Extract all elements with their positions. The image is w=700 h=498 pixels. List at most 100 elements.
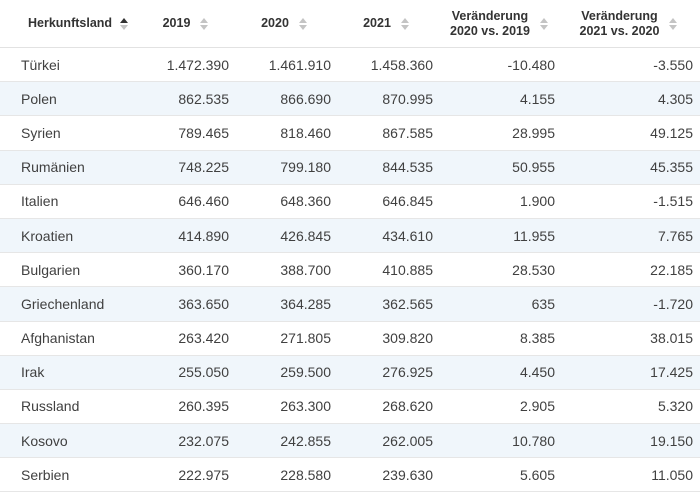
table-cell-2019: 255.050 [142, 355, 237, 390]
table-cell-2019: 789.465 [142, 115, 237, 151]
table-cell-2019: 263.420 [142, 321, 237, 356]
table-cell-country: Russland [0, 389, 142, 425]
table-header: Herkunftsland 2019 2020 2021 [0, 0, 700, 48]
table-cell-2021: 867.585 [339, 115, 441, 151]
table-cell-2019: 748.225 [142, 150, 237, 185]
table-cell-change-2020-vs-2019: 10.780 [441, 423, 565, 459]
table-row: Syrien 789.465 818.460 867.585 28.995 49.125 [0, 115, 700, 151]
table-cell-2019: 232.075 [142, 423, 237, 459]
column-header-2019[interactable]: 2019 [142, 0, 237, 48]
table-cell-change-2021-vs-2020: 7.765 [565, 218, 700, 254]
table-cell-2021: 646.845 [339, 184, 441, 219]
table-cell-change-2021-vs-2020: 49.125 [565, 115, 700, 151]
table-cell-change-2021-vs-2020: 22.185 [565, 252, 700, 288]
table-cell-country: Syrien [0, 115, 142, 151]
table-cell-change-2021-vs-2020: 11.050 [565, 457, 700, 493]
table-cell-country: Türkei [0, 47, 142, 83]
table-cell-2020: 263.300 [237, 389, 339, 425]
table-cell-change-2020-vs-2019: 8.385 [441, 321, 565, 356]
column-header-label: 2021 [363, 16, 391, 30]
table-cell-2020: 364.285 [237, 286, 339, 322]
table-cell-change-2020-vs-2019: 1.900 [441, 184, 565, 219]
table-cell-2020: 799.180 [237, 150, 339, 185]
table-row: Kroatien 414.890 426.845 434.610 11.955 7.765 [0, 218, 700, 254]
table-cell-2020: 259.500 [237, 355, 339, 390]
table-cell-2020: 818.460 [237, 115, 339, 151]
sort-icon[interactable] [200, 17, 209, 30]
header-row: Herkunftsland 2019 2020 2021 [0, 0, 700, 48]
table-cell-change-2020-vs-2019: 4.155 [441, 81, 565, 117]
table-cell-change-2020-vs-2019: 4.450 [441, 355, 565, 390]
table-cell-2021: 362.565 [339, 286, 441, 322]
table-cell-2020: 1.461.910 [237, 47, 339, 83]
table-cell-country: Bulgarien [0, 252, 142, 288]
table-cell-change-2021-vs-2020: 38.015 [565, 321, 700, 356]
table-row: Kosovo 232.075 242.855 262.005 10.780 19.150 [0, 423, 700, 459]
table-cell-2021: 410.885 [339, 252, 441, 288]
table-cell-2019: 646.460 [142, 184, 237, 219]
column-header-change-2020-vs-2019[interactable]: Veränderung 2020 vs. 2019 [441, 0, 565, 48]
table-cell-2021: 434.610 [339, 218, 441, 254]
table-cell-change-2021-vs-2020: -1.515 [565, 184, 700, 219]
table-cell-change-2021-vs-2020: 19.150 [565, 423, 700, 459]
table-row: Polen 862.535 866.690 870.995 4.155 4.305 [0, 81, 700, 117]
table-cell-change-2021-vs-2020: 45.355 [565, 150, 700, 185]
sort-icon[interactable] [400, 17, 409, 30]
table-cell-change-2021-vs-2020: 5.320 [565, 389, 700, 425]
sort-icon[interactable] [298, 17, 307, 30]
sort-icon[interactable] [539, 17, 548, 30]
column-header-label: 2019 [162, 16, 191, 30]
table-cell-change-2020-vs-2019: 28.995 [441, 115, 565, 151]
table-cell-2020: 426.845 [237, 218, 339, 254]
table-cell-change-2021-vs-2020: -1.720 [565, 286, 700, 322]
table-cell-2020: 648.360 [237, 184, 339, 219]
table-cell-2021: 1.458.360 [339, 47, 441, 83]
table-cell-country: Afghanistan [0, 321, 142, 356]
table-cell-2019: 363.650 [142, 286, 237, 322]
table-cell-change-2020-vs-2019: 2.905 [441, 389, 565, 425]
table-row: Rumänien 748.225 799.180 844.535 50.955 45.35… [0, 150, 700, 185]
column-header-label: Veränderung 2021 vs. 2020 [579, 8, 660, 38]
table-cell-change-2020-vs-2019: 11.955 [441, 218, 565, 254]
table-cell-2021: 262.005 [339, 423, 441, 459]
table-row: Griechenland 363.650 364.285 362.565 635 -1.7… [0, 286, 700, 322]
table-cell-2020: 271.805 [237, 321, 339, 356]
column-header-change-2021-vs-2020[interactable]: Veränderung 2021 vs. 2020 [565, 0, 700, 48]
table-row: Afghanistan 263.420 271.805 309.820 8.385 38.… [0, 321, 700, 356]
table-cell-2019: 222.975 [142, 457, 237, 493]
column-header-herkunftsland[interactable]: Herkunftsland [0, 0, 142, 48]
table-cell-country: Griechenland [0, 286, 142, 322]
table-body: Türkei 1.472.390 1.461.910 1.458.360 -10.480… [0, 47, 700, 493]
table-cell-country: Kosovo [0, 423, 142, 459]
table-cell-2019: 360.170 [142, 252, 237, 288]
table-cell-2021: 239.630 [339, 457, 441, 493]
sort-icon[interactable] [669, 17, 678, 30]
table-cell-change-2021-vs-2020: -3.550 [565, 47, 700, 83]
table-cell-2021: 309.820 [339, 321, 441, 356]
table-cell-change-2021-vs-2020: 17.425 [565, 355, 700, 390]
column-header-label: 2020 [261, 16, 289, 30]
table-cell-change-2020-vs-2019: -10.480 [441, 47, 565, 83]
table-row: Bulgarien 360.170 388.700 410.885 28.530 22.1… [0, 252, 700, 288]
column-header-2020[interactable]: 2020 [237, 0, 339, 48]
table-cell-2019: 414.890 [142, 218, 237, 254]
table-row: Serbien 222.975 228.580 239.630 5.605 11.050 [0, 457, 700, 493]
column-header-label: Veränderung 2020 vs. 2019 [450, 8, 530, 38]
table-cell-country: Kroatien [0, 218, 142, 254]
table-cell-2019: 862.535 [142, 81, 237, 117]
table-cell-country: Italien [0, 184, 142, 219]
table-row: Irak 255.050 259.500 276.925 4.450 17.425 [0, 355, 700, 390]
table-row: Italien 646.460 648.360 646.845 1.900 -1.515 [0, 184, 700, 219]
column-header-2021[interactable]: 2021 [339, 0, 441, 48]
sort-ascending-icon[interactable] [120, 17, 129, 30]
table-cell-change-2020-vs-2019: 28.530 [441, 252, 565, 288]
table-cell-2021: 844.535 [339, 150, 441, 185]
table-cell-change-2020-vs-2019: 635 [441, 286, 565, 322]
table-cell-country: Serbien [0, 457, 142, 493]
table-row: Russland 260.395 263.300 268.620 2.905 5.320 [0, 389, 700, 425]
table-cell-country: Rumänien [0, 150, 142, 185]
table-cell-2021: 276.925 [339, 355, 441, 390]
table-cell-country: Irak [0, 355, 142, 390]
table-cell-change-2020-vs-2019: 5.605 [441, 457, 565, 493]
